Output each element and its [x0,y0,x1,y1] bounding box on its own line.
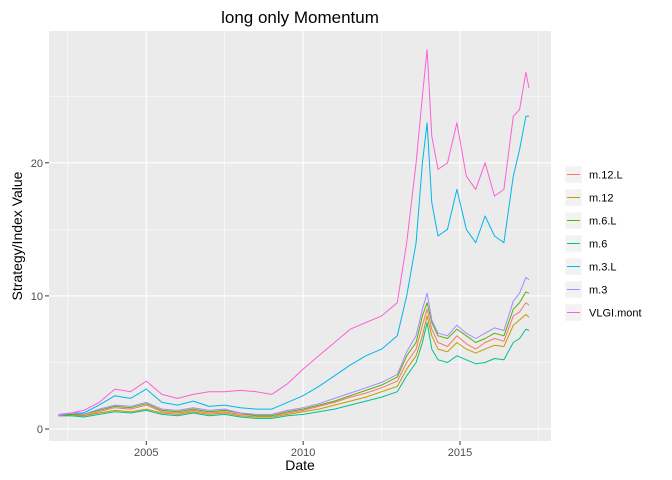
major-grid [49,31,551,441]
x-tick-label: 2015 [448,447,472,459]
y-tick-label: 10 [31,291,43,303]
legend-label: m.12 [589,193,613,205]
series-line-m-6 [58,322,530,419]
legend-label: m.6.L [589,216,617,228]
series-line-m-12-l [58,302,530,417]
series-lines [58,49,530,419]
legend-label: m.6 [589,239,607,251]
legend-label: m.12.L [589,170,623,182]
x-axis: 2005 2010 2015 [134,441,472,459]
series-line-m-6-l [58,291,530,417]
series-line-m-3-l [58,115,529,417]
minor-grid [49,31,551,441]
y-tick-label: 20 [31,158,43,170]
chart-title: long only Momentum [221,8,379,27]
plot-panel [49,31,551,441]
y-axis: 0 10 20 [31,158,49,436]
legend-label: VLGI.mont [589,308,642,320]
series-line-m-12 [58,314,530,418]
y-tick-label: 0 [37,424,43,436]
x-axis-title: Date [285,457,315,473]
series-line-vlgi-mont [58,49,530,417]
x-tick-label: 2005 [134,447,158,459]
legend: m.12.L m.12 m.6.L m.6 m.3.L m.3 VLGI.mont [564,165,642,322]
x-tick-label: 2010 [291,447,315,459]
series-line-m-3 [58,276,530,415]
legend-label: m.3.L [589,262,617,274]
legend-label: m.3 [589,285,607,297]
y-axis-title: Strategy/Index Value [9,171,25,300]
